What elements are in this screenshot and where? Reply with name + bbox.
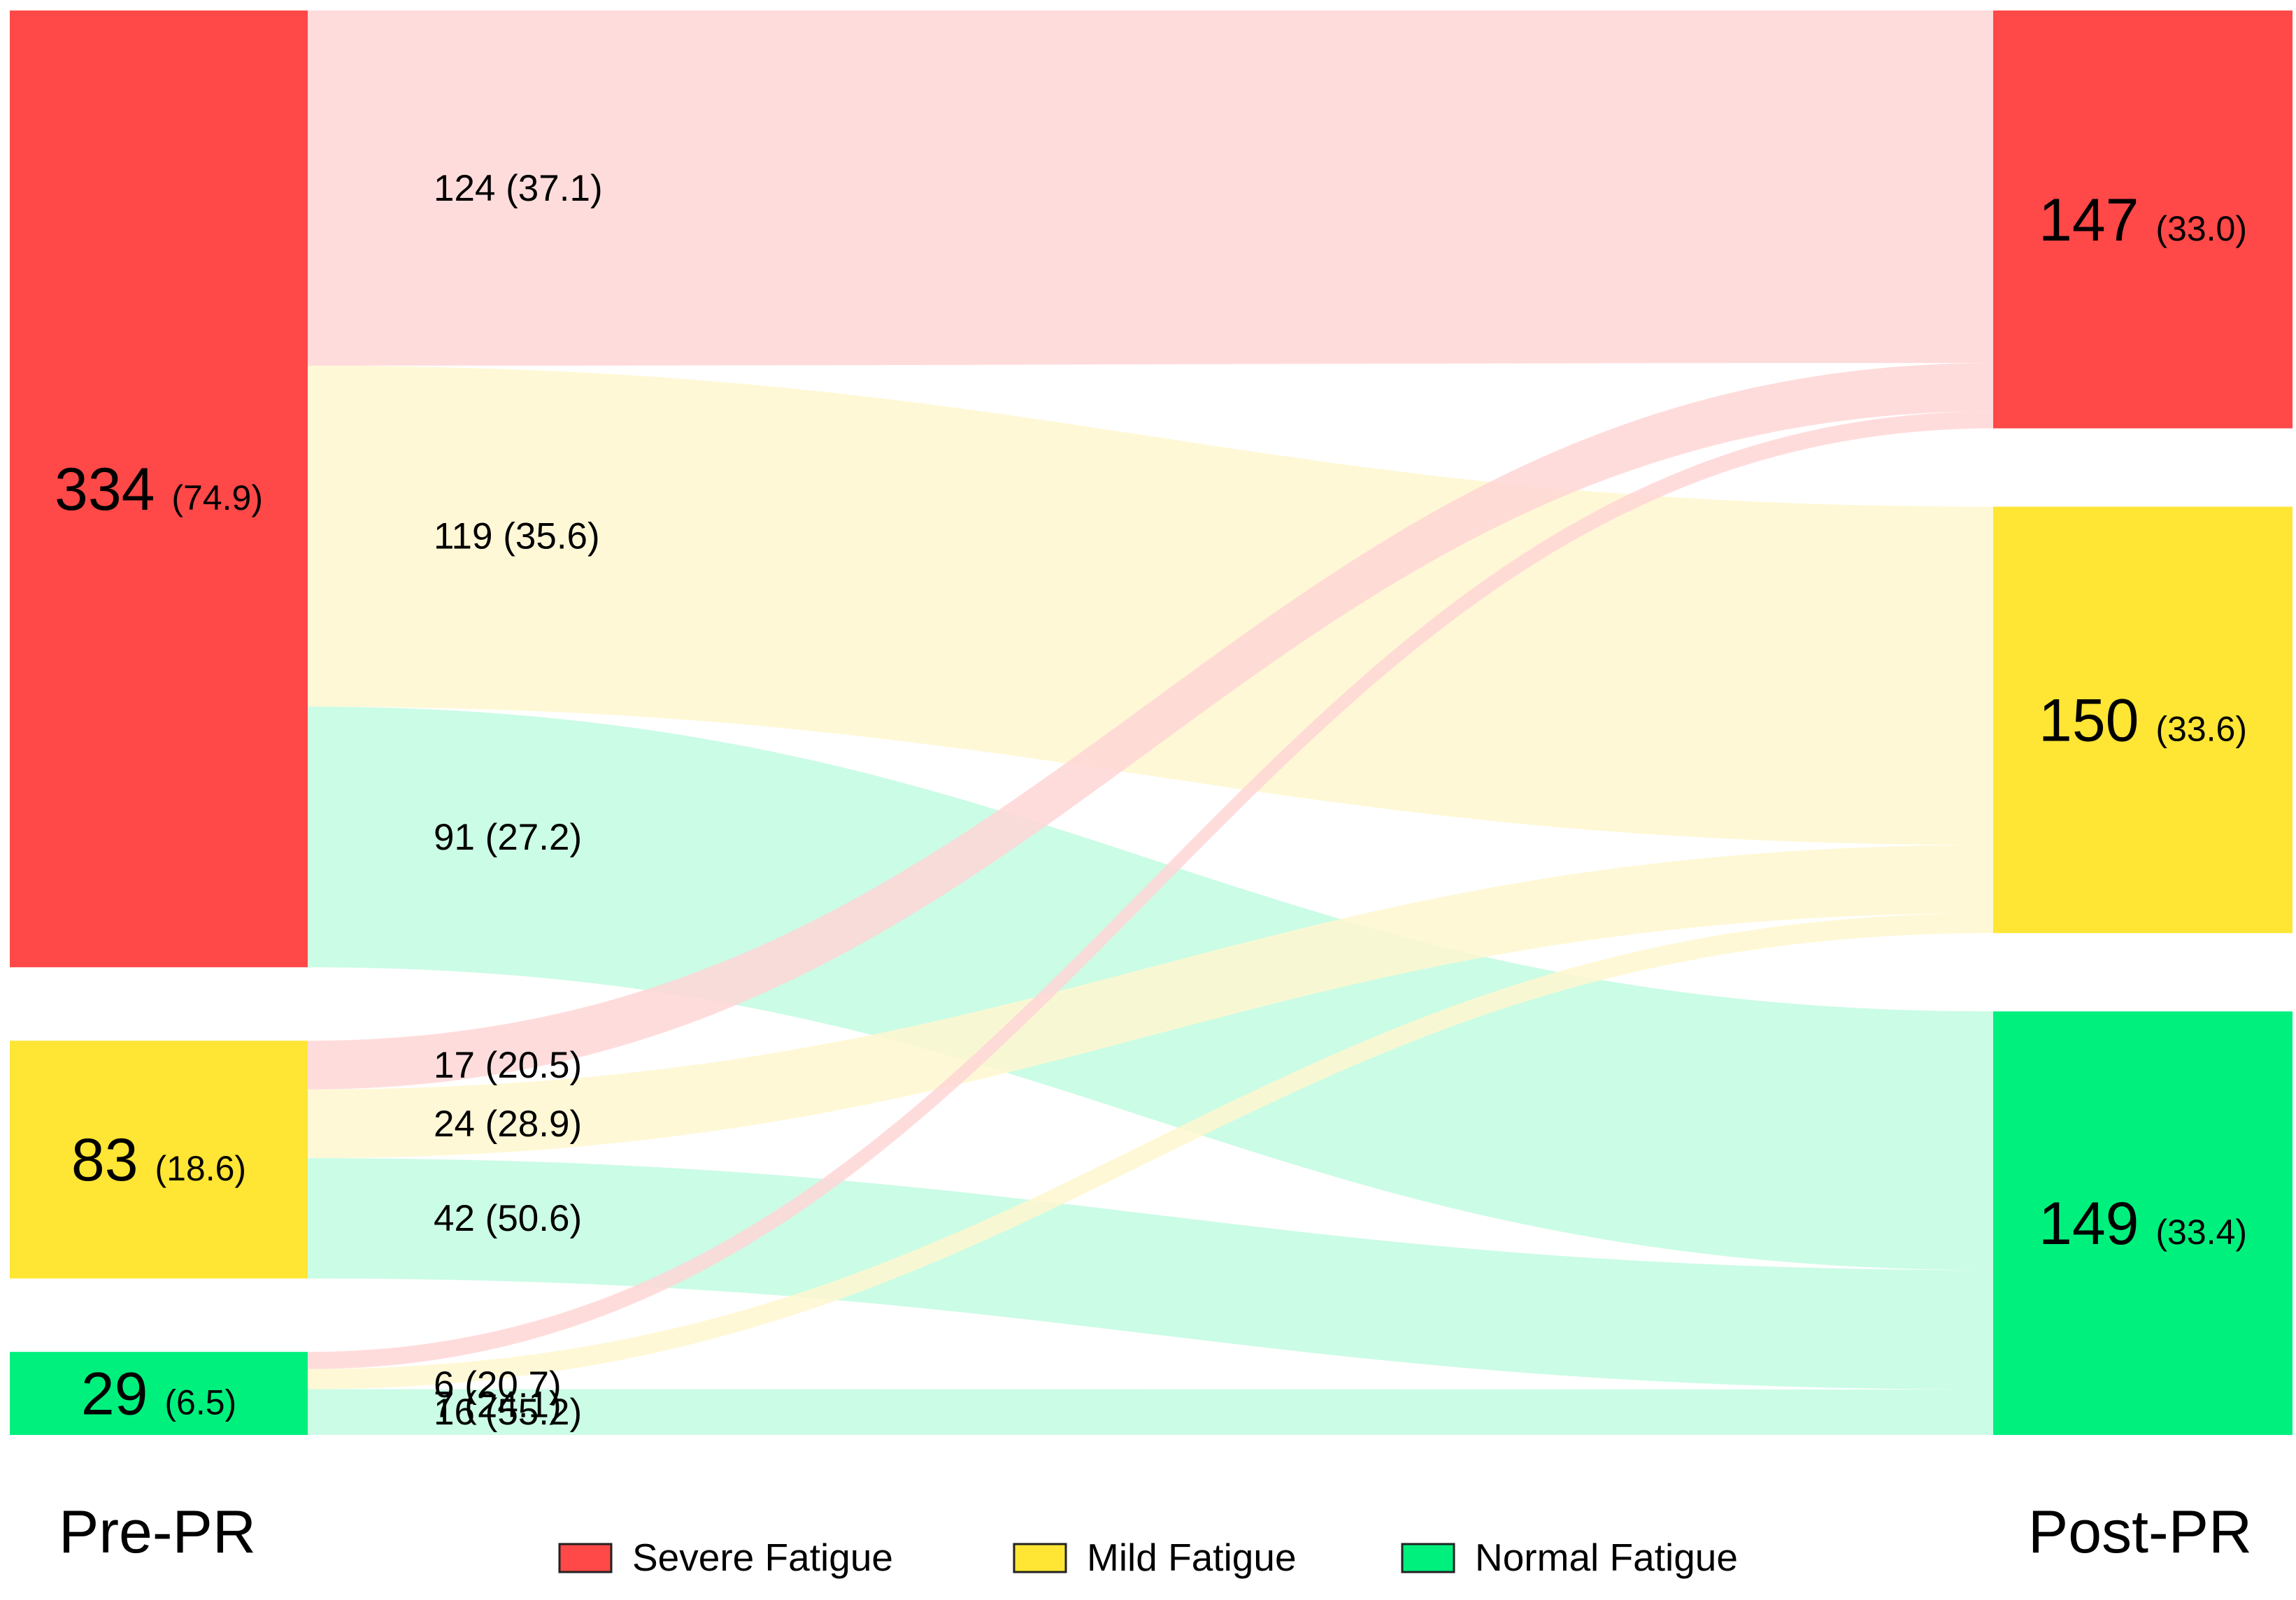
post-node-count-normal: 149 bbox=[2039, 1190, 2155, 1257]
legend-label-mild: Mild Fatigue bbox=[1087, 1536, 1297, 1579]
pre-node-label-normal: 29 (6.5) bbox=[81, 1361, 236, 1428]
stage-label-post: Post-PR bbox=[2028, 1499, 2252, 1566]
post-node-label-mild: 150 (33.6) bbox=[2039, 687, 2247, 754]
flow-severe-to-mild bbox=[308, 365, 1993, 845]
legend: Severe Fatigue Mild Fatigue Normal Fatig… bbox=[558, 1536, 1738, 1579]
legend-item-severe: Severe Fatigue bbox=[558, 1536, 893, 1579]
legend-swatch-normal bbox=[1401, 1543, 1455, 1573]
stage-label-pre: Pre-PR bbox=[59, 1499, 256, 1566]
post-node-pct-severe: (33.0) bbox=[2155, 209, 2247, 248]
flow-label-mild-to-severe: 17 (20.5) bbox=[434, 1045, 582, 1086]
post-node-label-normal: 149 (33.4) bbox=[2039, 1190, 2247, 1257]
flow-mild-to-normal bbox=[308, 1158, 1993, 1390]
labels: 124 (37.1) 119 (35.6) 91 (27.2) 17 (20.5) 24… bbox=[55, 168, 2247, 1433]
pre-node-pct-normal: (6.5) bbox=[164, 1383, 236, 1422]
flow-mild-to-severe bbox=[308, 363, 1993, 1090]
post-node-normal bbox=[1993, 1011, 2293, 1435]
post-node-pct-normal: (33.4) bbox=[2155, 1213, 2247, 1252]
pre-node-count-normal: 29 bbox=[81, 1361, 165, 1428]
pre-node-pct-mild: (18.6) bbox=[155, 1149, 246, 1188]
post-node-count-severe: 147 bbox=[2039, 187, 2155, 254]
pre-node-label-severe: 334 (74.9) bbox=[55, 456, 263, 523]
flow-label-mild-to-normal: 42 (50.6) bbox=[434, 1198, 582, 1239]
legend-label-severe: Severe Fatigue bbox=[632, 1536, 893, 1579]
flow-label-mild-to-mild: 24 (28.9) bbox=[434, 1103, 582, 1145]
pre-node-normal bbox=[10, 1352, 308, 1435]
nodes bbox=[10, 10, 2293, 1435]
post-node-pct-mild: (33.6) bbox=[2155, 709, 2247, 748]
flow-label-normal-to-mild: 7 (24.1) bbox=[434, 1384, 562, 1425]
pre-node-label-mild: 83 (18.6) bbox=[71, 1127, 246, 1194]
pre-node-mild bbox=[10, 1041, 308, 1279]
post-node-count-mild: 150 bbox=[2039, 687, 2155, 754]
pre-node-count-severe: 334 bbox=[55, 456, 171, 523]
flow-mild-to-mild bbox=[308, 845, 1993, 1159]
legend-item-mild: Mild Fatigue bbox=[1013, 1536, 1297, 1579]
post-node-mild bbox=[1993, 506, 2293, 934]
pre-node-count-mild: 83 bbox=[71, 1127, 155, 1194]
pre-node-severe bbox=[10, 10, 308, 968]
legend-swatch-mild bbox=[1013, 1543, 1067, 1573]
flow-label-normal-to-severe: 6 (20.7) bbox=[434, 1364, 562, 1406]
legend-swatch-severe bbox=[558, 1543, 613, 1573]
flow-label-severe-to-normal: 91 (27.2) bbox=[434, 817, 582, 858]
pre-node-pct-severe: (74.9) bbox=[171, 478, 263, 517]
flow-normal-to-mild bbox=[308, 913, 1993, 1390]
legend-label-normal: Normal Fatigue bbox=[1475, 1536, 1738, 1579]
flow-severe-to-severe bbox=[308, 10, 1993, 366]
flow-label-severe-to-severe: 124 (37.1) bbox=[434, 168, 603, 209]
post-node-severe bbox=[1993, 10, 2293, 429]
flow-normal-to-severe bbox=[308, 411, 1993, 1369]
post-node-label-severe: 147 (33.0) bbox=[2039, 187, 2247, 254]
flow-label-normal-to-normal: 16 (55.2) bbox=[434, 1392, 582, 1433]
flows bbox=[308, 10, 1993, 1435]
flow-normal-to-normal bbox=[308, 1389, 1993, 1435]
flow-label-severe-to-mild: 119 (35.6) bbox=[434, 516, 600, 557]
legend-item-normal: Normal Fatigue bbox=[1401, 1536, 1738, 1579]
